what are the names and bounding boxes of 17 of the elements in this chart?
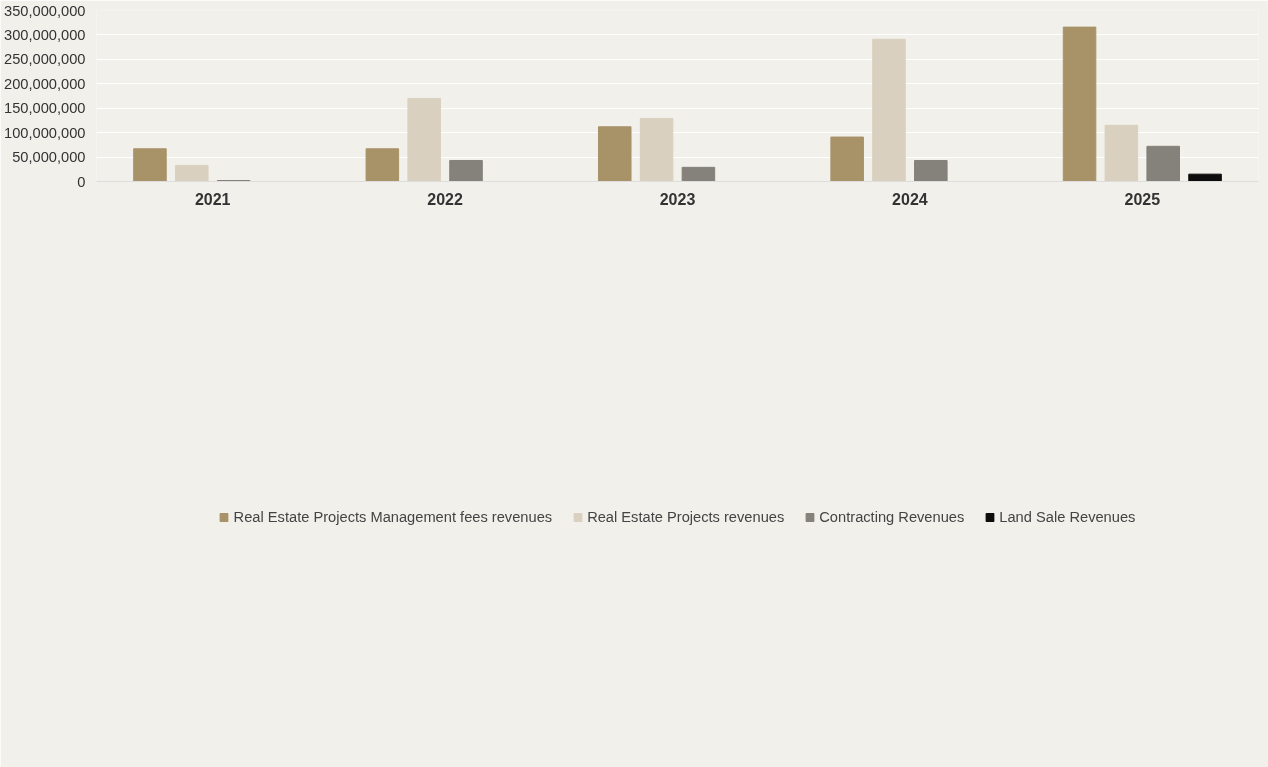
x-tick-label: 2023 xyxy=(659,190,696,208)
y-tick-label: 350,000,000 xyxy=(4,2,86,19)
legend-label: Contracting Revenues xyxy=(819,509,965,525)
y-tick-label: 250,000,000 xyxy=(4,51,86,68)
x-tick-label: 2024 xyxy=(892,190,928,208)
y-tick-label: 100,000,000 xyxy=(4,124,86,141)
x-tick-label: 2021 xyxy=(194,190,231,208)
y-tick-label: 300,000,000 xyxy=(4,26,86,43)
legend-label: Real Estate Projects revenues xyxy=(587,509,785,525)
legend-label: Land Sale Revenues xyxy=(999,509,1136,525)
y-tick-label: 200,000,000 xyxy=(4,75,86,92)
x-tick-label: 2025 xyxy=(1124,190,1161,208)
y-tick-label: 0 xyxy=(77,173,86,190)
y-tick-label: 50,000,000 xyxy=(12,149,86,166)
x-tick-label: 2022 xyxy=(427,190,463,208)
y-tick-label: 150,000,000 xyxy=(4,100,86,117)
legend-label: Real Estate Projects Management fees revenues xyxy=(233,509,553,525)
